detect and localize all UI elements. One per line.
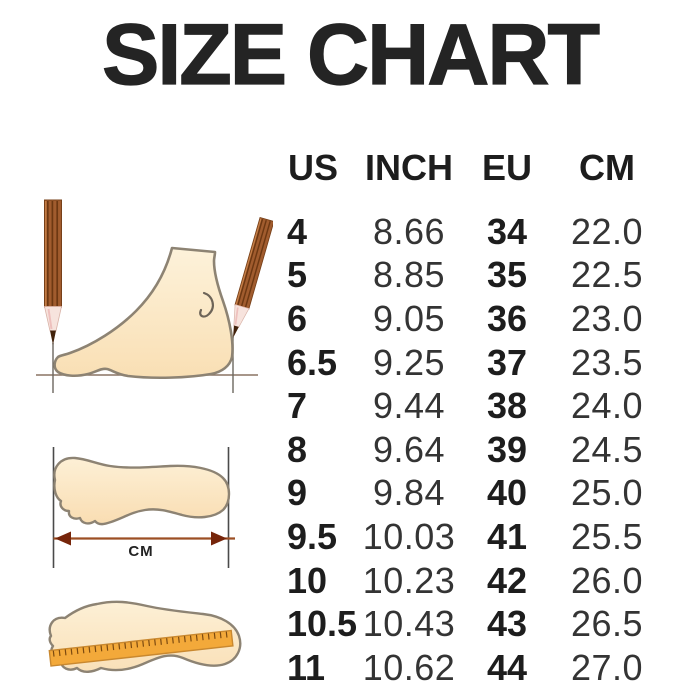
ankle-mark (199, 291, 214, 318)
cm-size: 24.5 (570, 428, 644, 470)
us-size: 7 (287, 385, 308, 427)
page-title: SIZE CHART (101, 7, 600, 103)
table-row: 9.5 10.03 41 25.5 (283, 515, 665, 559)
inch-size: 8.66 (372, 210, 446, 252)
inch-size: 10.23 (362, 559, 456, 601)
eu-size: 42 (486, 559, 528, 601)
cm-size: 23.0 (570, 297, 644, 339)
table-header-row: US INCH EU CM (283, 146, 665, 190)
inch-size: 10.43 (362, 603, 456, 645)
eu-size: 44 (486, 646, 528, 688)
foot-length-measurement-illustration (36, 199, 273, 393)
us-size: 10.5 (287, 603, 358, 645)
us-size: 9 (287, 472, 308, 514)
table-row: 6.5 9.25 37 23.5 (283, 341, 665, 385)
eu-size: 37 (486, 341, 528, 383)
inch-size: 9.05 (372, 297, 446, 339)
eu-size: 34 (486, 210, 528, 252)
size-conversion-table: US INCH EU CM 4 8.66 34 22.0 5 8.85 35 2… (283, 146, 665, 690)
cm-size: 27.0 (570, 646, 644, 688)
eu-size: 36 (486, 297, 528, 339)
table-row: 8 9.64 39 24.5 (283, 428, 665, 472)
cm-size: 23.5 (570, 341, 644, 383)
cm-size: 22.5 (570, 254, 644, 296)
table-row: 4 8.66 34 22.0 (283, 210, 665, 254)
inch-size: 10.62 (362, 646, 456, 688)
foot-side-icon (53, 246, 234, 380)
inch-size: 9.44 (372, 385, 446, 427)
table-row: 6 9.05 36 23.0 (283, 297, 665, 341)
eu-size: 35 (486, 254, 528, 296)
us-size: 5 (287, 254, 308, 296)
cm-size: 26.0 (570, 559, 644, 601)
us-size: 11 (287, 646, 326, 688)
pencil-icon (225, 216, 273, 341)
eu-size: 43 (486, 603, 528, 645)
cm-size: 25.0 (570, 472, 644, 514)
inch-size: 9.25 (372, 341, 446, 383)
us-size: 6 (287, 297, 308, 339)
table-row: 5 8.85 35 22.5 (283, 254, 665, 298)
table-row: 7 9.44 38 24.0 (283, 384, 665, 428)
us-size: 9.5 (287, 515, 338, 557)
us-size: 4 (287, 210, 308, 252)
eu-size: 38 (486, 385, 528, 427)
eu-size: 40 (486, 472, 528, 514)
inch-size: 9.64 (372, 428, 446, 470)
pencil-icon (43, 199, 63, 346)
cm-size: 26.5 (570, 603, 644, 645)
header-us: US (288, 147, 339, 188)
cm-arrow-label: CM (128, 543, 153, 560)
eu-size: 41 (486, 515, 528, 557)
header-cm: CM (579, 147, 635, 188)
eu-size: 39 (486, 428, 528, 470)
cm-size: 24.0 (570, 385, 644, 427)
us-size: 6.5 (287, 341, 338, 383)
header-eu: EU (481, 147, 532, 188)
table-row: 9 9.84 40 25.0 (283, 472, 665, 516)
cm-size: 22.0 (570, 210, 644, 252)
arrow-right-head (211, 531, 227, 546)
inch-size: 10.03 (362, 515, 456, 557)
us-size: 10 (287, 559, 328, 601)
table-row: 10.5 10.43 43 26.5 (283, 602, 665, 646)
footprint-ruler-illustration (48, 600, 242, 673)
arrow-left-head (55, 531, 71, 546)
table-row: 10 10.23 42 26.0 (283, 559, 665, 603)
cm-size: 25.5 (570, 515, 644, 557)
table-row: 11 10.62 44 27.0 (283, 646, 665, 690)
us-size: 8 (287, 428, 308, 470)
ruler-ticks (52, 631, 228, 657)
ruler-icon (48, 629, 234, 667)
footprint-cm-measure-illustration: CM (52, 447, 235, 568)
inch-size: 9.84 (372, 472, 446, 514)
footprint-icon (53, 456, 231, 526)
inch-size: 8.85 (372, 254, 446, 296)
header-inch: INCH (365, 147, 453, 188)
